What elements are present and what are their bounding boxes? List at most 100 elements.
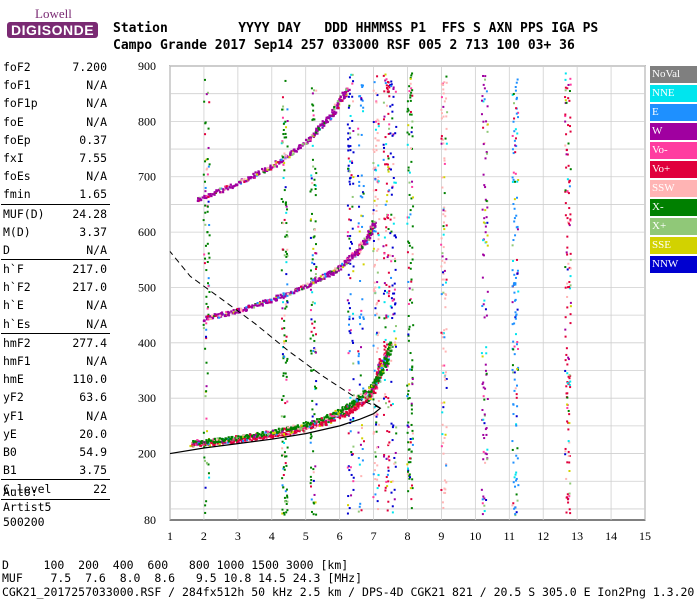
noise-dot <box>309 433 312 436</box>
noise-dot <box>393 181 396 184</box>
noise-dot <box>446 111 449 114</box>
noise-dot <box>284 250 287 253</box>
noise-dot <box>406 470 409 473</box>
noise-dot <box>409 262 412 265</box>
noise-dot <box>385 316 388 319</box>
noise-dot <box>349 149 352 152</box>
noise-dot <box>442 213 445 216</box>
noise-dot <box>567 192 570 195</box>
trace-dot <box>233 312 236 315</box>
noise-dot <box>348 177 351 180</box>
trace-dot <box>248 437 251 440</box>
trace-dot <box>282 296 285 300</box>
noise-dot <box>564 266 567 269</box>
noise-dot <box>407 216 410 219</box>
noise-dot <box>567 97 570 100</box>
noise-dot <box>207 313 210 316</box>
trace-dot <box>250 306 254 309</box>
noise-dot <box>360 174 363 177</box>
noise-dot <box>387 168 390 171</box>
noise-dot <box>382 245 385 248</box>
noise-dot <box>391 299 394 302</box>
trace-dot <box>210 314 214 317</box>
trace-dot <box>279 432 282 435</box>
trace-dot <box>218 440 221 444</box>
trace-dot <box>350 407 353 410</box>
trace-dot <box>301 288 304 291</box>
trace-dot <box>221 438 224 441</box>
noise-dot <box>440 237 443 240</box>
noise-dot <box>394 337 397 340</box>
trace-dot <box>344 413 347 417</box>
noise-dot <box>284 339 287 342</box>
noise-dot <box>387 466 390 469</box>
noise-dot <box>443 479 446 482</box>
noise-dot <box>283 218 286 221</box>
trace-dot <box>337 414 341 417</box>
noise-dot <box>442 88 445 91</box>
trace-dot <box>330 421 333 424</box>
noise-dot <box>443 376 446 379</box>
noise-dot <box>407 266 410 269</box>
trace-dot <box>327 273 330 276</box>
noise-dot <box>280 415 283 418</box>
noise-dot <box>285 273 288 276</box>
noise-dot <box>314 501 317 504</box>
noise-dot <box>206 372 209 375</box>
param-name: foF2 <box>3 60 31 74</box>
trace-dot <box>231 312 234 315</box>
noise-dot <box>281 353 284 356</box>
noise-dot <box>406 395 409 398</box>
noise-dot <box>513 353 516 356</box>
noise-dot <box>390 230 393 233</box>
noise-dot <box>351 73 354 76</box>
trace-dot <box>350 253 354 256</box>
noise-dot <box>410 368 413 371</box>
trace-dot <box>358 247 361 251</box>
noise-dot <box>444 306 447 309</box>
noise-dot <box>386 368 389 371</box>
noise-dot <box>207 146 210 149</box>
param-row: hmE 110.0 <box>1 370 110 388</box>
noise-dot <box>443 176 446 179</box>
noise-dot <box>514 473 517 476</box>
noise-dot <box>411 288 414 291</box>
noise-dot <box>569 168 572 171</box>
noise-dot <box>567 450 570 453</box>
trace-dot <box>286 428 290 431</box>
trace-dot <box>381 370 385 373</box>
noise-dot <box>377 164 380 167</box>
param-value: 54.9 <box>79 444 107 459</box>
noise-dot <box>565 347 568 350</box>
noise-dot <box>567 356 570 359</box>
noise-dot <box>208 234 211 237</box>
noise-dot <box>480 488 483 491</box>
trace-dot <box>315 129 318 132</box>
noise-dot <box>482 458 485 461</box>
noise-dot <box>391 284 394 287</box>
noise-dot <box>394 341 397 344</box>
noise-dot <box>486 221 489 224</box>
trace-dot <box>342 414 345 417</box>
noise-dot <box>410 87 413 90</box>
noise-dot <box>351 82 354 85</box>
trace-dot <box>333 107 336 111</box>
noise-dot <box>349 466 352 469</box>
noise-dot <box>569 275 572 278</box>
trace-dot <box>358 246 361 249</box>
trace-dot <box>341 91 344 94</box>
noise-dot <box>483 504 486 507</box>
noise-dot <box>441 255 444 258</box>
noise-dot <box>441 336 444 339</box>
noise-dot <box>440 401 443 404</box>
noise-dot <box>311 254 314 257</box>
noise-dot <box>407 490 410 493</box>
noise-dot <box>311 92 314 95</box>
trace-dot <box>283 427 286 430</box>
param-row: hmF2 277.4 <box>1 334 110 352</box>
noise-dot <box>374 455 377 458</box>
noise-dot <box>377 234 380 237</box>
noise-dot <box>511 180 514 183</box>
noise-dot <box>387 480 390 483</box>
trace-dot <box>355 395 359 398</box>
